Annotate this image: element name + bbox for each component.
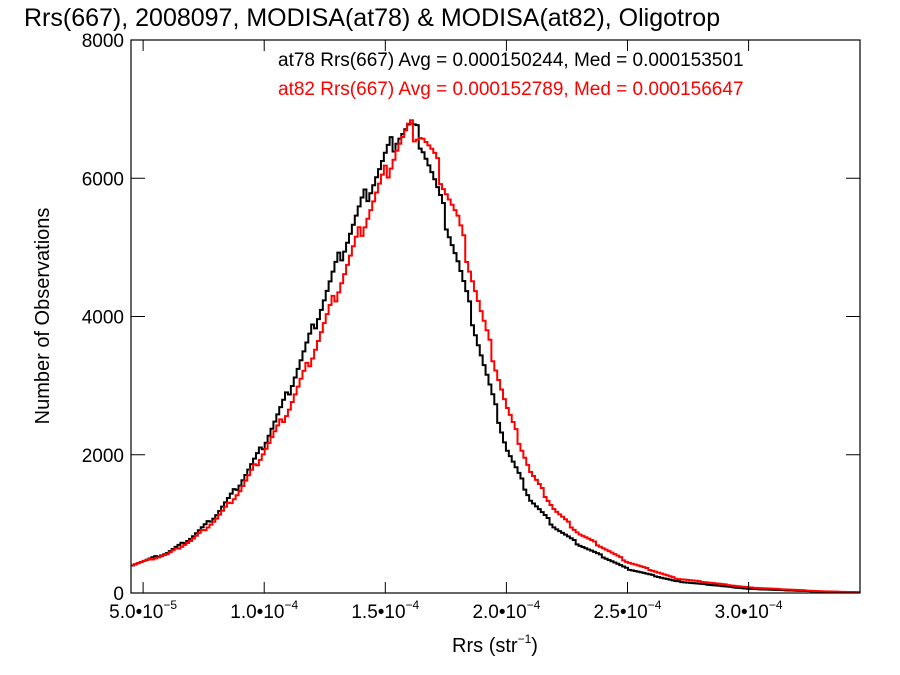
x-tick-label-exponent: −4 <box>648 598 662 612</box>
x-tick-label-mantissa: 1.0•10 <box>230 602 284 623</box>
x-axis-label-exp: −1 <box>518 632 532 646</box>
y-tick-label-1: 2000 <box>82 446 124 467</box>
y-tick-label-2: 4000 <box>82 308 124 329</box>
series-2-histogram <box>131 119 860 594</box>
x-tick-label-mantissa: 3.0•10 <box>715 602 769 623</box>
x-tick-label-2: 1.5•10−4 <box>351 598 419 623</box>
x-tick-label-mantissa: 2.0•10 <box>472 602 526 623</box>
y-tick-label-4: 8000 <box>82 31 124 52</box>
y-tick-label-0: 0 <box>113 584 124 605</box>
chart-title: Rrs(667), 2008097, MODISA(at78) & MODISA… <box>24 4 720 32</box>
x-tick-label-1: 1.0•10−4 <box>230 598 298 623</box>
x-axis-label-base: Rrs (str <box>452 635 518 657</box>
x-tick-label-3: 2.0•10−4 <box>472 598 540 623</box>
y-axis-label: Number of Observations <box>32 208 54 425</box>
annotation-at82: at82 Rrs(667) Avg = 0.000152789, Med = 0… <box>278 79 744 100</box>
y-tick-label-3: 6000 <box>82 169 124 190</box>
x-tick-labels: 5.0•10−5 1.0•10−4 1.5•10−4 2.0•10−4 2.5•10−4… <box>109 598 783 623</box>
x-tick-label-4: 2.5•10−4 <box>594 598 662 623</box>
series-1-histogram <box>131 122 860 594</box>
x-tick-label-0: 5.0•10−5 <box>109 598 177 623</box>
x-tick-label-5: 3.0•10−4 <box>715 598 783 623</box>
annotation-at78: at78 Rrs(667) Avg = 0.000150244, Med = 0… <box>278 50 744 71</box>
y-tick-labels: 0 2000 4000 6000 8000 <box>82 31 124 605</box>
axis-ticks <box>131 39 860 594</box>
x-tick-label-mantissa: 1.5•10 <box>351 602 405 623</box>
series-layer <box>131 119 860 594</box>
x-tick-label-mantissa: 2.5•10 <box>594 602 648 623</box>
x-tick-label-exponent: −5 <box>163 598 177 612</box>
x-tick-label-mantissa: 5.0•10 <box>109 602 163 623</box>
x-axis-label: Rrs (str−1) <box>452 632 538 657</box>
x-tick-label-exponent: −4 <box>527 598 541 612</box>
plot-frame <box>130 39 861 594</box>
x-tick-label-exponent: −4 <box>284 598 298 612</box>
x-tick-label-exponent: −4 <box>406 598 420 612</box>
x-tick-label-exponent: −4 <box>769 598 783 612</box>
x-axis-label-close: ) <box>531 635 538 657</box>
